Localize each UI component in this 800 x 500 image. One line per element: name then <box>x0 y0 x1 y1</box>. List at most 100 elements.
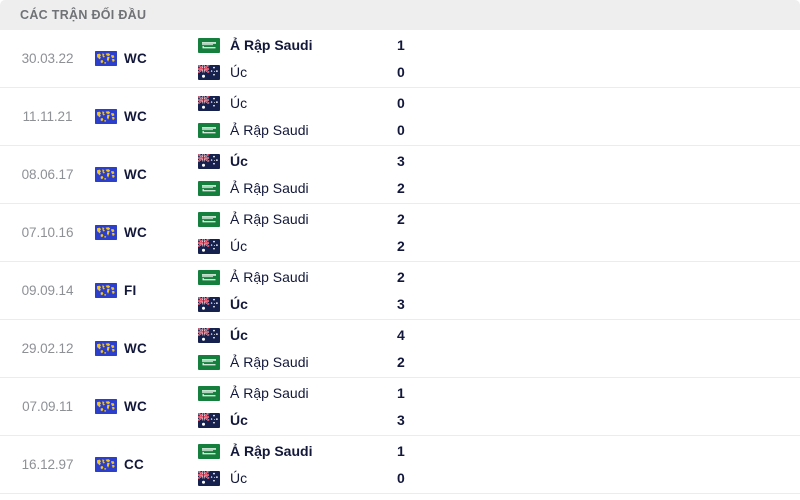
team-name: Úc <box>230 470 248 486</box>
world-cup-globe-icon <box>95 457 117 472</box>
match-date: 08.06.17 <box>21 167 74 182</box>
team-name: Úc <box>230 64 248 80</box>
home-team[interactable]: Ả Rập Saudi <box>198 385 364 402</box>
match-list: 30.03.22 WC Ả Rập Saudi Úc 1 0 11.11.21 WC Úc Ả R… <box>0 30 800 494</box>
match-date: 16.12.97 <box>21 457 74 472</box>
away-score: 3 <box>397 296 405 312</box>
competition-cell[interactable]: WC <box>95 225 180 240</box>
teams-cell: Ả Rập Saudi Úc <box>180 211 364 255</box>
home-team[interactable]: Úc <box>198 327 364 344</box>
team-name: Ả Rập Saudi <box>230 385 309 401</box>
competition-cell[interactable]: FI <box>95 283 180 298</box>
competition-code: WC <box>124 225 147 240</box>
away-team[interactable]: Úc <box>198 238 364 255</box>
saudi-arabia-flag <box>198 122 220 138</box>
competition-cell[interactable]: CC <box>95 457 180 472</box>
home-score: 1 <box>397 443 405 459</box>
saudi-arabia-flag <box>198 269 220 285</box>
away-team[interactable]: Úc <box>198 64 364 81</box>
teams-cell: Ả Rập Saudi Úc <box>180 385 364 429</box>
match-date: 07.10.16 <box>21 225 74 240</box>
team-name: Ả Rập Saudi <box>230 269 309 285</box>
saudi-arabia-flag <box>198 211 220 227</box>
away-score: 0 <box>397 64 405 80</box>
team-name: Ả Rập Saudi <box>230 354 309 370</box>
competition-code: WC <box>124 109 147 124</box>
saudi-arabia-flag <box>198 37 220 53</box>
home-score: 4 <box>397 327 405 343</box>
away-team[interactable]: Ả Rập Saudi <box>198 180 364 197</box>
competition-code: FI <box>124 283 137 298</box>
australia-flag <box>198 327 220 343</box>
home-score: 2 <box>397 211 405 227</box>
page-title: CÁC TRẬN ĐỐI ĐẦU <box>20 8 147 22</box>
team-name: Úc <box>230 327 248 343</box>
match-row[interactable]: 08.06.17 WC Úc Ả Rập Saudi 3 2 <box>0 146 800 204</box>
teams-cell: Úc Ả Rập Saudi <box>180 153 364 197</box>
teams-cell: Ả Rập Saudi Úc <box>180 443 364 487</box>
competition-code: WC <box>124 399 147 414</box>
team-name: Úc <box>230 412 248 428</box>
competition-cell[interactable]: WC <box>95 341 180 356</box>
world-cup-globe-icon <box>95 225 117 240</box>
competition-code: WC <box>124 341 147 356</box>
world-cup-globe-icon <box>95 167 117 182</box>
home-team[interactable]: Ả Rập Saudi <box>198 37 364 54</box>
teams-cell: Úc Ả Rập Saudi <box>180 327 364 371</box>
match-date: 09.09.14 <box>21 283 74 298</box>
away-team[interactable]: Úc <box>198 412 364 429</box>
competition-cell[interactable]: WC <box>95 109 180 124</box>
competition-cell[interactable]: WC <box>95 399 180 414</box>
away-score: 2 <box>397 180 405 196</box>
match-row[interactable]: 29.02.12 WC Úc Ả Rập Saudi 4 2 <box>0 320 800 378</box>
match-row[interactable]: 07.10.16 WC Ả Rập Saudi Úc 2 2 <box>0 204 800 262</box>
australia-flag <box>198 238 220 254</box>
team-name: Úc <box>230 296 248 312</box>
away-score: 3 <box>397 412 405 428</box>
home-team[interactable]: Ả Rập Saudi <box>198 443 364 460</box>
match-date: 11.11.21 <box>22 109 73 124</box>
australia-flag <box>198 153 220 169</box>
match-date: 29.02.12 <box>21 341 74 356</box>
match-row[interactable]: 30.03.22 WC Ả Rập Saudi Úc 1 0 <box>0 30 800 88</box>
away-team[interactable]: Ả Rập Saudi <box>198 354 364 371</box>
home-team[interactable]: Úc <box>198 153 364 170</box>
match-row[interactable]: 09.09.14 FI Ả Rập Saudi Úc 2 3 <box>0 262 800 320</box>
home-score: 1 <box>397 385 405 401</box>
home-score: 3 <box>397 153 405 169</box>
australia-flag <box>198 95 220 111</box>
home-team[interactable]: Úc <box>198 95 364 112</box>
saudi-arabia-flag <box>198 385 220 401</box>
world-cup-globe-icon <box>95 283 117 298</box>
home-score: 0 <box>397 95 405 111</box>
match-row[interactable]: 07.09.11 WC Ả Rập Saudi Úc 1 3 <box>0 378 800 436</box>
match-date: 30.03.22 <box>21 51 74 66</box>
home-team[interactable]: Ả Rập Saudi <box>198 269 364 286</box>
saudi-arabia-flag <box>198 443 220 459</box>
home-team[interactable]: Ả Rập Saudi <box>198 211 364 228</box>
match-row[interactable]: 11.11.21 WC Úc Ả Rập Saudi 0 0 <box>0 88 800 146</box>
australia-flag <box>198 470 220 486</box>
away-team[interactable]: Úc <box>198 470 364 487</box>
competition-code: WC <box>124 167 147 182</box>
saudi-arabia-flag <box>198 180 220 196</box>
away-team[interactable]: Úc <box>198 296 364 313</box>
australia-flag <box>198 296 220 312</box>
australia-flag <box>198 412 220 428</box>
competition-code: WC <box>124 51 147 66</box>
away-team[interactable]: Ả Rập Saudi <box>198 122 364 139</box>
competition-cell[interactable]: WC <box>95 167 180 182</box>
match-row[interactable]: 16.12.97 CC Ả Rập Saudi Úc 1 0 <box>0 436 800 494</box>
away-score: 0 <box>397 122 405 138</box>
competition-cell[interactable]: WC <box>95 51 180 66</box>
team-name: Ả Rập Saudi <box>230 180 309 196</box>
away-score: 2 <box>397 238 405 254</box>
